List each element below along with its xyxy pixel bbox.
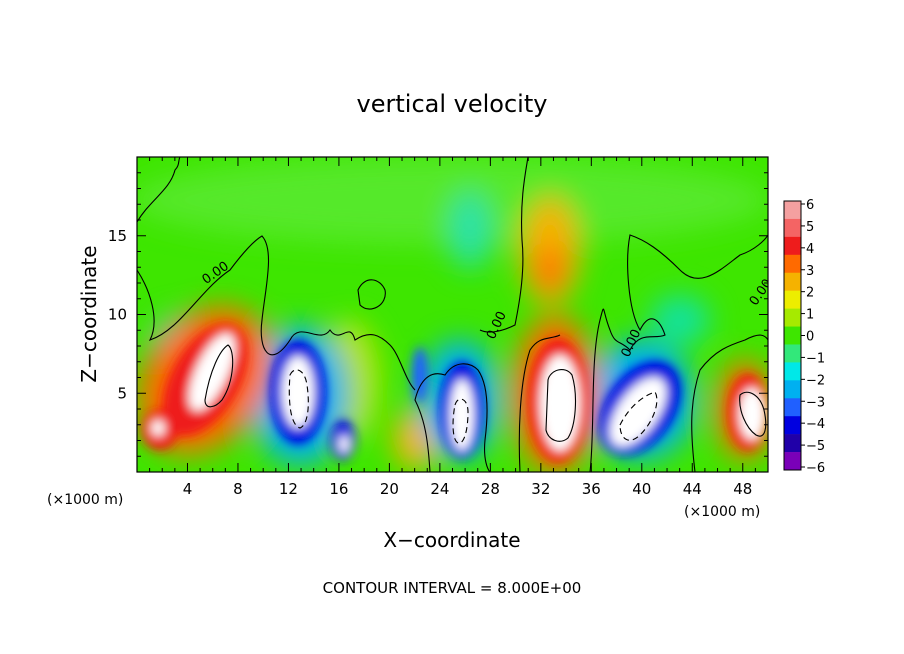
contour-lines bbox=[137, 157, 768, 472]
x-tick-label: 36 bbox=[582, 480, 601, 498]
upper-light-region bbox=[137, 157, 768, 245]
z-tick-label: 10 bbox=[108, 306, 127, 324]
colorbar-swatch bbox=[784, 290, 801, 309]
colorbar-swatch bbox=[784, 236, 801, 256]
downdraft-peak-b bbox=[450, 379, 474, 451]
chart-title: vertical velocity bbox=[357, 90, 548, 118]
red-updraft-b bbox=[536, 245, 564, 295]
colorbar-tick-label: 3 bbox=[806, 264, 814, 279]
x-tick-labels: 4 8 12 16 20 24 28 32 36 40 44 48 bbox=[183, 480, 753, 498]
x-unit-left: (×1000 m) bbox=[47, 492, 123, 508]
colorbar-tick-label: 0 bbox=[806, 330, 814, 345]
updraft-peak-edge bbox=[151, 420, 165, 436]
x-tick-label: 44 bbox=[683, 480, 702, 498]
velocity-cores bbox=[142, 323, 768, 462]
colorbar-tick-label: 5 bbox=[806, 220, 814, 235]
plot-area: 0.00 0.00 0.00 0.00 bbox=[137, 157, 768, 472]
colorbar-tick-label: −1 bbox=[806, 351, 825, 366]
axis-ticks bbox=[137, 157, 768, 472]
updraft-peak-b bbox=[540, 355, 580, 451]
negative-contour-b bbox=[452, 398, 469, 444]
colorbar-tick-label: −6 bbox=[806, 461, 825, 476]
zero-contour-center bbox=[479, 157, 529, 333]
z-tick-labels: 5 10 15 bbox=[108, 227, 127, 403]
colorbar-swatch bbox=[784, 344, 801, 363]
x-tick-label: 40 bbox=[632, 480, 651, 498]
negative-contour-c bbox=[619, 391, 658, 441]
colorbar-swatch bbox=[784, 254, 801, 274]
x-tick-label: 32 bbox=[531, 480, 550, 498]
x-tick-label: 12 bbox=[279, 480, 298, 498]
downdraft-peak-c bbox=[609, 377, 667, 447]
downdraft-peak-small bbox=[339, 435, 349, 453]
x-tick-label: 24 bbox=[430, 480, 449, 498]
colorbar-swatch bbox=[784, 326, 801, 345]
colorbar-tick-label: −3 bbox=[806, 395, 825, 410]
x-tick-label: 16 bbox=[329, 480, 348, 498]
colorbar-swatch bbox=[784, 416, 801, 435]
colorbar-swatch bbox=[784, 398, 801, 417]
colorbar-tick-label: 1 bbox=[806, 308, 814, 323]
colorbar-tick-label: −2 bbox=[806, 373, 825, 388]
colorbar-tick-label: −5 bbox=[806, 439, 825, 454]
colorbar-swatch bbox=[784, 380, 801, 399]
zero-contour-mid bbox=[414, 363, 491, 472]
colorbar-tick-label: −4 bbox=[806, 417, 825, 432]
negative-contour-a bbox=[288, 369, 309, 429]
colorbar-tick-labels: 6 5 4 3 2 1 0 −1 −2 −3 −4 −5 −6 bbox=[806, 198, 825, 476]
positive-contour-a bbox=[204, 344, 234, 408]
colorbar-swatch bbox=[784, 201, 801, 220]
x-tick-label: 8 bbox=[233, 480, 243, 498]
z-tick-label: 15 bbox=[108, 227, 127, 245]
x-tick-label: 48 bbox=[733, 480, 752, 498]
updraft-peak-c bbox=[739, 388, 765, 440]
colorbar-tick-label: 4 bbox=[806, 242, 814, 257]
z-axis-label: Z−coordinate bbox=[77, 245, 101, 382]
cyan-region-c bbox=[650, 295, 710, 345]
colorbar-swatch bbox=[784, 362, 801, 381]
colorbar-swatch bbox=[784, 452, 801, 471]
colorbar-tick-label: 6 bbox=[806, 198, 814, 213]
zero-contour-top-left bbox=[137, 235, 416, 391]
x-unit-right: (×1000 m) bbox=[684, 504, 760, 520]
contour-interval: CONTOUR INTERVAL = 8.000E+00 bbox=[323, 579, 582, 597]
colorbar-swatch bbox=[784, 434, 801, 453]
x-axis-label: X−coordinate bbox=[383, 528, 520, 552]
x-tick-label: 20 bbox=[380, 480, 399, 498]
zero-contour-lower bbox=[518, 334, 561, 472]
downdraft-peak-a bbox=[282, 356, 314, 428]
colorbar-swatch bbox=[784, 272, 801, 291]
x-tick-label: 28 bbox=[481, 480, 500, 498]
z-tick-label: 5 bbox=[117, 384, 127, 402]
zero-contour-far-right bbox=[691, 334, 768, 472]
x-tick-label: 4 bbox=[183, 480, 193, 498]
colorbar-swatch bbox=[784, 308, 801, 327]
positive-contour-c bbox=[739, 391, 767, 437]
downdraft-streak bbox=[412, 347, 428, 403]
zero-contour-left bbox=[137, 157, 181, 223]
colorbar bbox=[783, 200, 805, 471]
zero-contour-island bbox=[357, 279, 386, 310]
colorbar-tick-label: 2 bbox=[806, 286, 814, 301]
colorbar-swatch bbox=[784, 218, 801, 238]
positive-contour-b bbox=[545, 369, 576, 442]
cyan-region-a bbox=[448, 190, 492, 270]
zero-contour-right bbox=[589, 234, 768, 472]
